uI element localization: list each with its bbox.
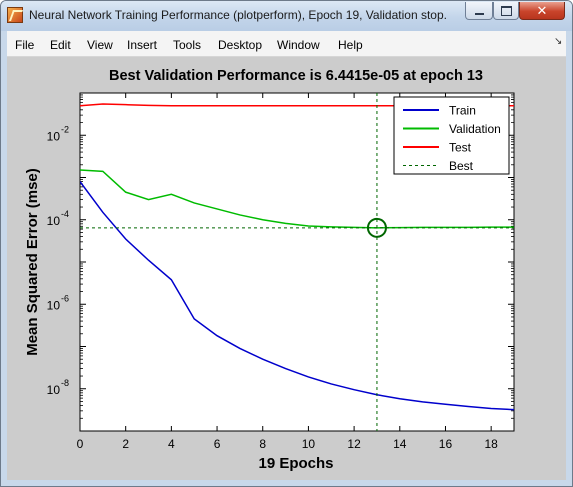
x-tick-label: 14 [393,437,407,451]
menu-view[interactable]: View [87,38,113,52]
legend-label: Best [449,159,474,173]
series-line-train[interactable] [80,181,514,411]
menu-edit[interactable]: Edit [50,38,71,52]
menu-bar: File Edit View Insert Tools Desktop Wind… [7,31,566,57]
menu-window[interactable]: Window [277,38,320,52]
x-tick-label: 8 [259,437,266,451]
y-tick-base: 10 [47,129,61,143]
x-tick-label: 18 [484,437,498,451]
maximize-icon [500,5,512,16]
minimize-icon [474,12,484,15]
menu-tools[interactable]: Tools [173,38,202,52]
legend-label: Validation [449,122,501,136]
y-tick-base: 10 [47,383,61,397]
x-axis-label: 19 Epochs [258,455,333,472]
maximize-button[interactable] [493,2,519,20]
y-tick-base: 10 [47,214,61,228]
y-axis-label: Mean Squared Error (mse) [24,168,41,356]
menu-arrow-icon[interactable]: ↘ [554,36,563,47]
y-tick-exponent: -4 [61,209,69,219]
window-title: Neural Network Training Performance (plo… [29,8,447,22]
menu-file[interactable]: File [15,38,35,52]
x-tick-label: 2 [122,437,129,451]
legend-item-train[interactable]: Train [403,104,476,118]
close-button[interactable]: ✕ [519,2,565,20]
legend-box [393,96,510,175]
best-marker-layer [80,93,514,431]
matlab-icon[interactable] [7,7,23,23]
title-bar[interactable]: Neural Network Training Performance (plo… [1,1,572,31]
close-icon: ✕ [536,3,548,18]
minimize-button[interactable] [465,2,493,20]
menu-desktop[interactable]: Desktop [218,38,263,52]
legend-label: Train [449,104,476,118]
x-tick-label: 16 [439,437,453,451]
menu-insert[interactable]: Insert [127,38,158,52]
chart-title: Best Validation Performance is 6.4415e-0… [109,68,483,84]
y-tick-label: 10 -4 [47,209,69,228]
x-tick-label: 0 [77,437,84,451]
y-tick-base: 10 [47,298,61,312]
figure-area: Best Validation Performance is 6.4415e-0… [7,57,566,480]
legend[interactable]: Train Validation Test Best [393,96,510,175]
y-tick-exponent: -6 [61,293,69,303]
legend-item-validation[interactable]: Validation [403,122,501,136]
x-tick-label: 12 [347,437,361,451]
y-tick-label: 10 -8 [47,378,69,397]
menu-help[interactable]: Help [338,38,363,52]
best-point-marker[interactable] [366,217,387,238]
y-tick-label: 10 -2 [47,124,69,143]
legend-item-best[interactable]: Best [403,159,474,173]
performance-chart: Best Validation Performance is 6.4415e-0… [24,68,515,472]
legend-item-test[interactable]: Test [403,141,472,155]
x-tick-label: 4 [168,437,175,451]
y-tick-exponent: -8 [61,378,69,388]
x-tick-label: 10 [302,437,316,451]
x-tick-label: 6 [214,437,221,451]
y-tick-exponent: -2 [61,124,69,134]
y-tick-label: 10 -6 [47,293,69,312]
legend-label: Test [449,141,472,155]
